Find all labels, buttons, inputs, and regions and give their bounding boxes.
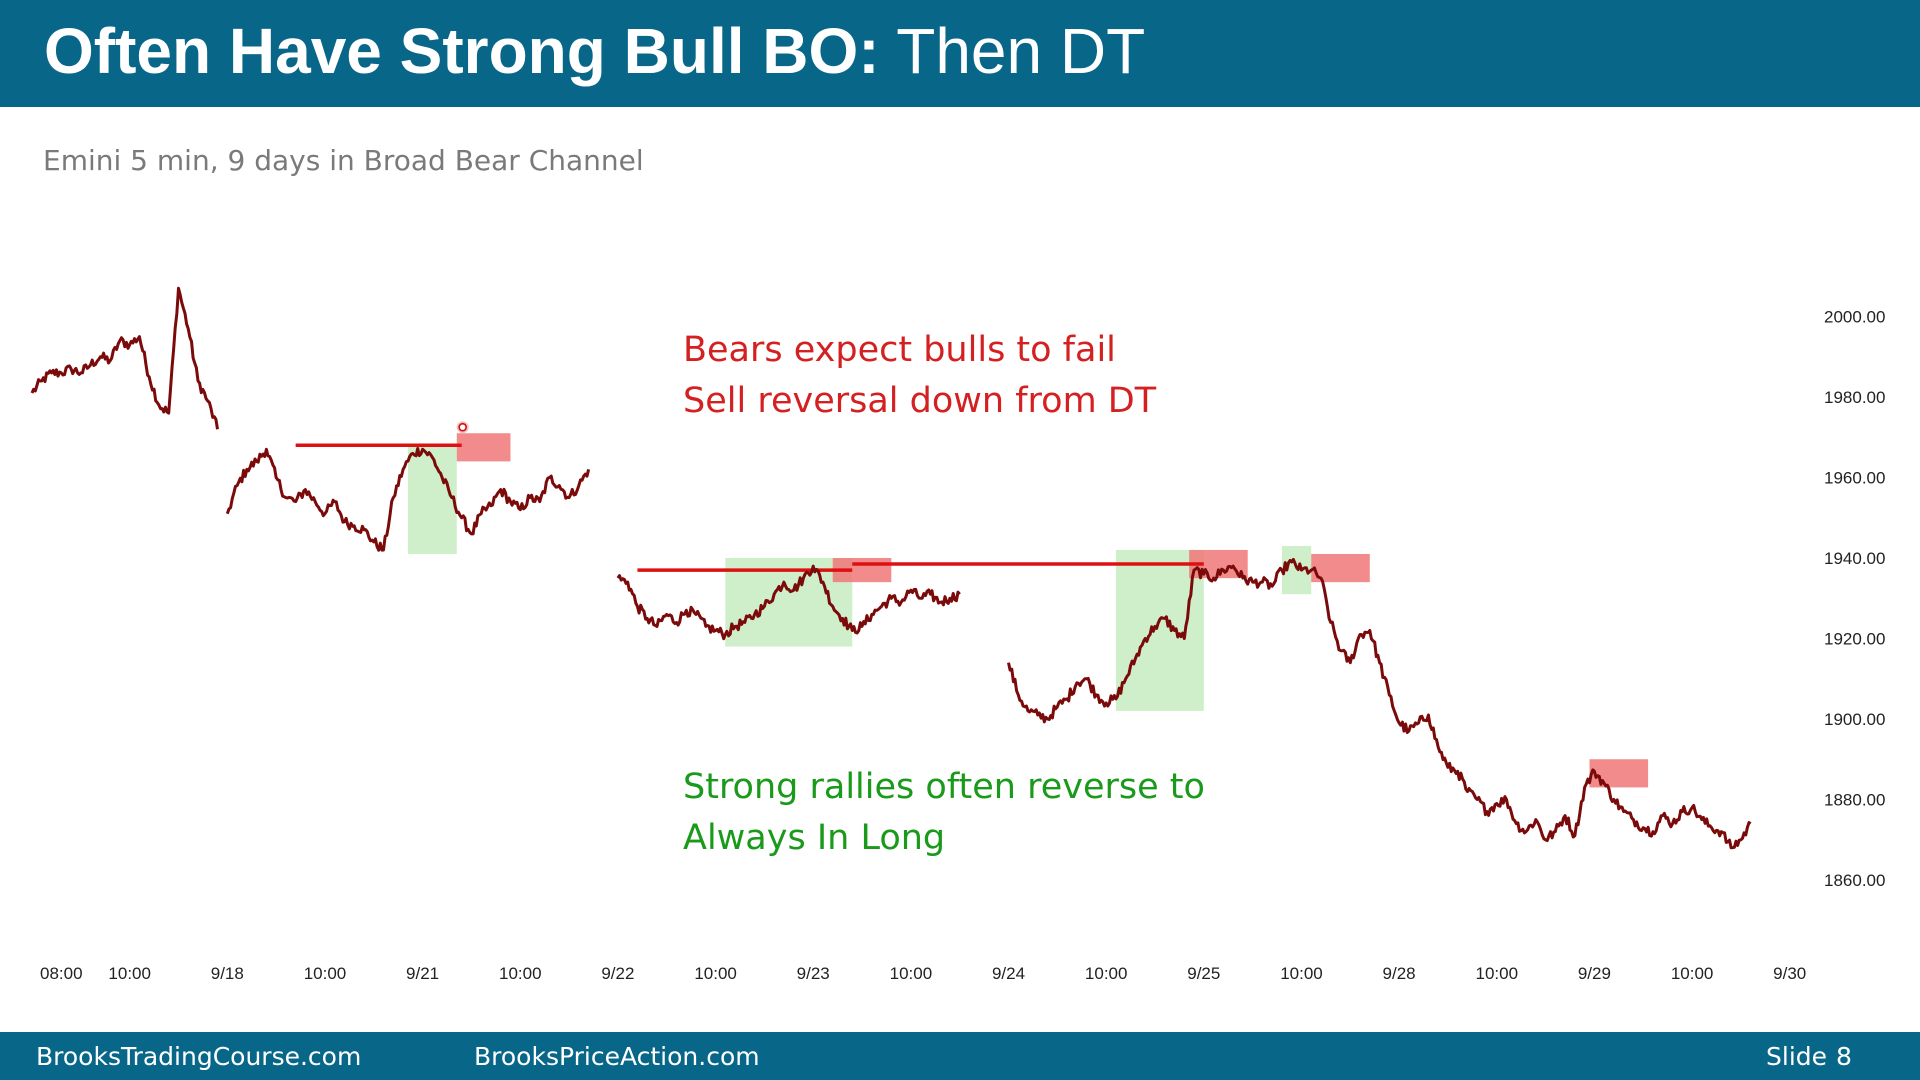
green-zone-0 <box>407 445 457 554</box>
x-tick-label-2: 9/18 <box>211 964 244 983</box>
x-tick-label-5: 10:00 <box>499 964 542 983</box>
green-zone-1 <box>725 558 853 647</box>
x-tick-label-0: 08:00 <box>40 964 83 983</box>
x-tick-label-8: 9/23 <box>797 964 830 983</box>
x-tick-label-15: 10:00 <box>1476 964 1519 983</box>
footer-slide-number: 8 <box>1836 1042 1852 1071</box>
x-tick-label-12: 9/25 <box>1187 964 1220 983</box>
marker-dot-0 <box>458 422 467 432</box>
price-segment-3 <box>1007 557 1752 850</box>
title-bar: Often Have Strong Bull BO: Then DT <box>0 0 1920 107</box>
footer-site-priceaction: BrooksPriceAction.com <box>474 1042 760 1071</box>
slide-title-rest: Then DT <box>879 15 1146 87</box>
y-tick-label-0: 2000.00 <box>1824 308 1885 327</box>
x-tick-label-16: 9/29 <box>1578 964 1611 983</box>
x-tick-label-17: 10:00 <box>1671 964 1714 983</box>
footer-slide-label: Slide <box>1766 1042 1828 1071</box>
price-segment-1 <box>225 447 591 552</box>
annotations: Bears expect bulls to fail Sell reversal… <box>683 330 1205 858</box>
x-tick-label-3: 10:00 <box>304 964 347 983</box>
slide-title: Often Have Strong Bull BO: Then DT <box>44 14 1145 88</box>
markers <box>456 421 469 434</box>
y-tick-label-6: 1880.00 <box>1824 791 1885 810</box>
x-tick-label-18: 9/30 <box>1773 964 1806 983</box>
x-tick-label-9: 10:00 <box>890 964 933 983</box>
price-segment-0 <box>30 286 219 430</box>
x-tick-label-1: 10:00 <box>108 964 151 983</box>
bear-annotation-line1: Bears expect bulls to fail <box>683 330 1116 370</box>
x-axis-ticks: 08:00 10:00 9/18 10:00 9/21 10:00 9/22 10:00 9/2… <box>40 964 1806 983</box>
y-tick-label-5: 1900.00 <box>1824 710 1885 729</box>
chart-subtitle: Emini 5 min, 9 days in Broad Bear Channe… <box>43 144 644 177</box>
y-tick-label-4: 1920.00 <box>1824 630 1885 649</box>
slide-title-bold: Often Have Strong Bull BO: <box>44 15 880 87</box>
footer-bar: BrooksTradingCourse.com BrooksPriceActio… <box>0 1032 1920 1080</box>
y-tick-label-2: 1960.00 <box>1824 469 1885 488</box>
y-tick-label-7: 1860.00 <box>1824 871 1885 890</box>
bear-annotation-line2: Sell reversal down from DT <box>683 381 1157 421</box>
y-tick-label-3: 1940.00 <box>1824 549 1885 568</box>
bull-annotation-line2: Always In Long <box>683 818 945 858</box>
x-tick-label-6: 9/22 <box>601 964 634 983</box>
footer-site-course: BrooksTradingCourse.com <box>36 1042 362 1071</box>
price-chart: 2000.00 1980.00 1960.00 1940.00 1920.00 1900.… <box>30 286 1885 983</box>
price-segment-2 <box>616 564 961 641</box>
bull-annotation-line1: Strong rallies often reverse to <box>683 767 1205 807</box>
red-zone-0 <box>456 433 511 462</box>
x-tick-label-7: 10:00 <box>694 964 737 983</box>
y-axis-ticks: 2000.00 1980.00 1960.00 1940.00 1920.00 1900.… <box>1824 308 1885 891</box>
x-tick-label-13: 10:00 <box>1280 964 1323 983</box>
red-zone-4 <box>1589 759 1649 788</box>
highlight-zones <box>407 433 1649 788</box>
x-tick-label-14: 9/28 <box>1383 964 1416 983</box>
x-tick-label-10: 9/24 <box>992 964 1025 983</box>
y-tick-label-1: 1980.00 <box>1824 388 1885 407</box>
x-tick-label-11: 10:00 <box>1085 964 1128 983</box>
x-tick-label-4: 9/21 <box>406 964 439 983</box>
price-series <box>30 286 1752 850</box>
